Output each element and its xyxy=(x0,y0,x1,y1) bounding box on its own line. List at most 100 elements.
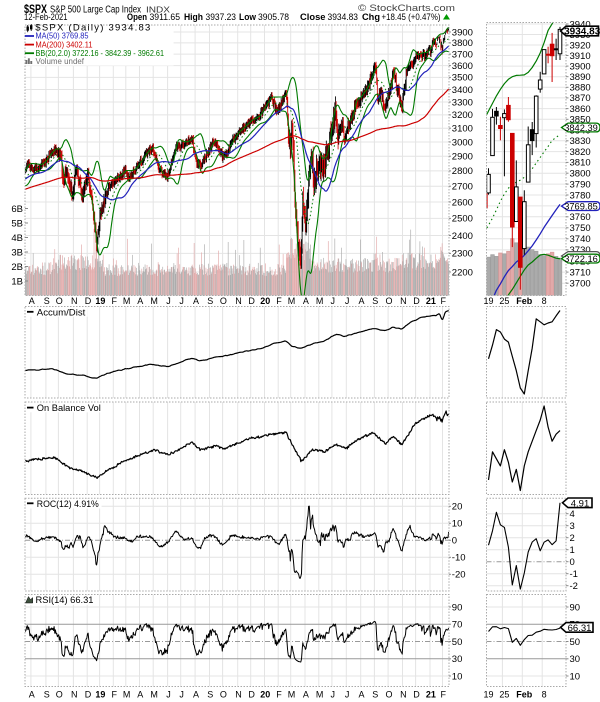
svg-text:3769.85: 3769.85 xyxy=(564,201,598,211)
svg-text:2400: 2400 xyxy=(452,231,473,242)
svg-text:25: 25 xyxy=(499,296,509,306)
svg-text:O: O xyxy=(220,296,227,306)
svg-text:3B: 3B xyxy=(11,247,23,258)
svg-text:3100: 3100 xyxy=(452,124,473,135)
svg-text:-10: -10 xyxy=(452,553,466,564)
svg-text:BB(20,2.0) 3722.16 - 3842.39 -: BB(20,2.0) 3722.16 - 3842.39 - 3962.61 xyxy=(36,49,165,58)
svg-text:3934.83: 3934.83 xyxy=(564,27,600,38)
svg-text:30: 30 xyxy=(452,654,463,665)
svg-text:3: 3 xyxy=(570,521,575,532)
svg-text:2300: 2300 xyxy=(452,249,473,260)
svg-text:F: F xyxy=(111,690,117,700)
svg-text:3700: 3700 xyxy=(570,279,591,290)
svg-text:3880: 3880 xyxy=(570,83,591,94)
svg-text:M: M xyxy=(316,690,324,700)
svg-text:2800: 2800 xyxy=(452,166,473,177)
svg-text:3400: 3400 xyxy=(452,85,473,96)
svg-text:A: A xyxy=(303,296,309,306)
svg-text:D: D xyxy=(248,296,255,306)
svg-text:3800: 3800 xyxy=(452,38,473,49)
svg-text:Accum/Dist: Accum/Dist xyxy=(37,307,86,318)
svg-text:4: 4 xyxy=(570,509,575,520)
svg-text:D: D xyxy=(413,690,420,700)
svg-text:3920: 3920 xyxy=(570,40,591,51)
svg-text:12-Feb-2021: 12-Feb-2021 xyxy=(24,12,68,23)
svg-text:3860: 3860 xyxy=(570,104,591,115)
svg-text:O: O xyxy=(385,296,392,306)
svg-text:3830: 3830 xyxy=(570,136,591,147)
svg-text:3810: 3810 xyxy=(570,158,591,169)
svg-text:F: F xyxy=(111,296,117,306)
svg-text:J: J xyxy=(166,296,171,306)
svg-text:ROC(12) 4.91%: ROC(12) 4.91% xyxy=(37,499,99,510)
svg-text:30: 30 xyxy=(570,654,581,665)
svg-text:0: 0 xyxy=(452,536,457,547)
svg-text:10: 10 xyxy=(570,671,581,682)
svg-text:3842.39: 3842.39 xyxy=(564,123,598,133)
svg-text:A: A xyxy=(137,690,143,700)
svg-text:RSI(14) 66.31: RSI(14) 66.31 xyxy=(36,595,94,606)
svg-text:2900: 2900 xyxy=(452,152,473,163)
svg-text:N: N xyxy=(71,296,78,306)
svg-text:N: N xyxy=(400,690,407,700)
svg-text:A: A xyxy=(193,296,199,306)
svg-text:3300: 3300 xyxy=(452,97,473,108)
svg-text:2600: 2600 xyxy=(452,197,473,208)
svg-text:INDX: INDX xyxy=(146,5,170,15)
svg-text:Feb: Feb xyxy=(516,690,533,700)
svg-text:F: F xyxy=(276,690,282,700)
svg-text:3700: 3700 xyxy=(452,49,473,60)
svg-text:$SPX: $SPX xyxy=(24,2,47,16)
svg-text:70: 70 xyxy=(452,620,463,631)
svg-text:3900: 3900 xyxy=(570,61,591,72)
svg-text:-20: -20 xyxy=(452,570,466,581)
svg-text:3730: 3730 xyxy=(570,245,591,256)
svg-text:N: N xyxy=(235,296,242,306)
svg-text:3740: 3740 xyxy=(570,234,591,245)
svg-text:F: F xyxy=(441,690,447,700)
svg-text:4.91: 4.91 xyxy=(571,498,590,509)
svg-text:A: A xyxy=(29,690,35,700)
svg-text:MA(50) 3769.85: MA(50) 3769.85 xyxy=(36,32,90,41)
svg-text:10: 10 xyxy=(452,671,463,682)
svg-text:S: S xyxy=(372,690,378,700)
svg-text:3760: 3760 xyxy=(570,212,591,223)
svg-text:66.31: 66.31 xyxy=(568,623,592,634)
svg-text:8: 8 xyxy=(542,296,547,306)
svg-text:J: J xyxy=(345,296,350,306)
svg-text:D: D xyxy=(85,296,92,306)
svg-text:20: 20 xyxy=(260,690,270,700)
svg-text:2B: 2B xyxy=(11,262,23,273)
svg-text:Volume undef: Volume undef xyxy=(36,57,85,66)
svg-text:High: High xyxy=(184,12,203,23)
svg-text:1B: 1B xyxy=(11,276,23,287)
svg-text:20: 20 xyxy=(260,296,270,306)
svg-text:D: D xyxy=(413,296,420,306)
svg-text:J: J xyxy=(166,690,171,700)
svg-text:50: 50 xyxy=(570,637,581,648)
svg-text:M: M xyxy=(288,690,296,700)
svg-text:2700: 2700 xyxy=(452,182,473,193)
svg-text:3790: 3790 xyxy=(570,179,591,190)
svg-text:25: 25 xyxy=(499,690,509,700)
svg-text:F: F xyxy=(276,296,282,306)
svg-text:N: N xyxy=(400,296,407,306)
svg-text:M: M xyxy=(150,296,158,306)
svg-text:3905.78: 3905.78 xyxy=(258,12,289,23)
svg-text:19: 19 xyxy=(483,690,493,700)
svg-text:N: N xyxy=(71,690,78,700)
svg-text:8: 8 xyxy=(542,690,547,700)
svg-text:F: F xyxy=(441,296,447,306)
svg-text:M: M xyxy=(150,690,158,700)
svg-text:Feb: Feb xyxy=(516,296,533,306)
svg-text:0: 0 xyxy=(570,557,575,568)
svg-text:-1: -1 xyxy=(570,569,578,580)
svg-text:A: A xyxy=(358,690,364,700)
svg-text:2: 2 xyxy=(570,533,575,544)
svg-text:A: A xyxy=(137,296,143,306)
svg-text:21: 21 xyxy=(426,296,436,306)
svg-text:J: J xyxy=(179,690,184,700)
svg-text:J: J xyxy=(345,690,350,700)
svg-text:Close: Close xyxy=(300,12,326,23)
svg-text:M: M xyxy=(123,296,131,306)
